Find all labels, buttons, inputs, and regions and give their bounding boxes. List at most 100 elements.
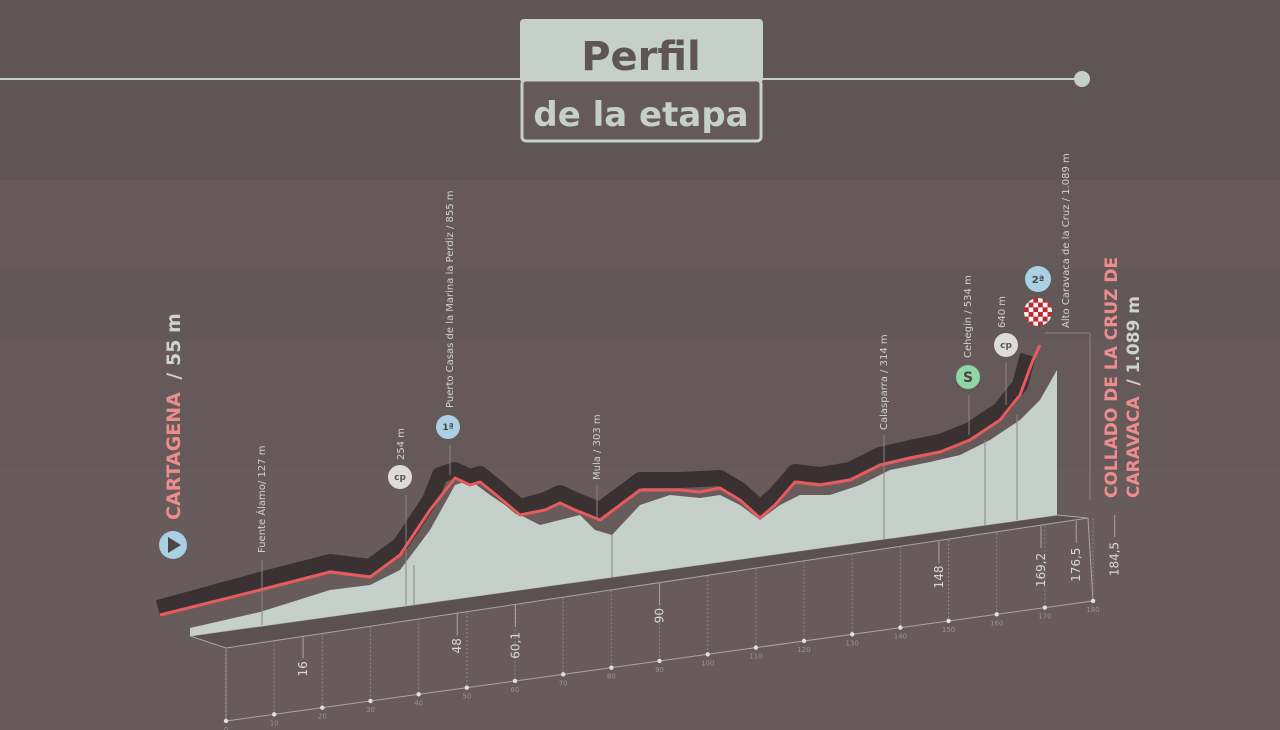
checker-square [1024,316,1029,322]
checker-square [1042,316,1048,322]
axis-edge [1087,517,1094,602]
km-marker-label: 169,2 [1034,553,1048,587]
tick-dot [753,645,759,650]
tick-label: 130 [846,639,859,647]
tick-dot [416,692,421,697]
cp-sprint-icon: cp [388,465,412,489]
route-shadow [155,352,1036,616]
checker-square [1028,307,1034,313]
tick-dot [994,612,999,617]
svg-text:1ª: 1ª [442,423,453,433]
point-label: 254 m [396,428,407,460]
tick-label: 20 [318,713,327,721]
finish-flag-icon [1024,298,1052,326]
elevation-silhouette [190,370,1057,636]
tick-label: 140 [894,633,907,641]
point-label: Fuente Álamo/ 127 m [255,446,268,553]
tick-group: 0 10 20 30 40 50 60 70 80 90 100 110 120 130 140 150 160… [224,518,1100,730]
km-marker-label: 148 [932,566,946,589]
point-label: Puerto Casas de la Marina la Perdiz / 85… [445,190,456,408]
tick-dot [801,638,807,644]
km-marker-label: 176,5 [1069,548,1083,582]
km-marker-label: 184,5 [1108,542,1122,576]
tick-dot [898,625,903,630]
point-label: 640 m [997,296,1008,328]
checker-square [1028,302,1034,308]
tick-label: 160 [990,619,1003,627]
tick-dot [223,718,229,724]
start-marker: CARTAGENA / 55 m [159,313,187,559]
checker-square [1047,312,1052,317]
checker-square [1033,302,1039,308]
tick-dot [1090,598,1096,604]
background-band [0,270,1280,340]
checker-square [1033,307,1039,313]
km-marker-label: 48 [450,638,464,653]
tick-label: 50 [462,693,471,701]
start-elevation: / 55 m [163,313,185,379]
tick-label: 70 [559,679,568,687]
tick-dot [850,632,855,637]
sprint-icon: S [956,365,980,389]
finish-name-line1: COLLADO DE LA CRUZ DE [1102,257,1122,498]
tick-dot [512,678,518,684]
tick-label: 110 [749,653,762,661]
finish-elevation: / 1.089 m [1124,296,1144,386]
point-label: Mula / 303 m [592,414,603,480]
header-rule-dot [1074,71,1090,87]
start-name: CARTAGENA [163,392,185,520]
checker-square [1028,312,1034,317]
point-label: Calasparra / 314 m [879,334,890,430]
tick-label: 10 [270,719,279,727]
checker-square [1038,321,1043,326]
point-label: Cehegín / 534 m [962,275,974,358]
checker-square [1024,312,1029,317]
tick-dot [464,685,470,690]
page-subtitle: de la etapa [533,95,748,135]
checker-square [1042,302,1048,308]
checker-square [1038,312,1043,317]
checker-square [1042,321,1048,326]
tick-label: 40 [414,699,423,707]
checker-square [1047,321,1052,326]
checker-square [1024,321,1029,326]
cp-sprint-icon: cp [994,333,1018,357]
tick-label: 100 [701,659,714,667]
checker-square [1038,302,1043,308]
tick-label: 120 [797,646,810,654]
tick-label: 180 [1086,606,1099,614]
km-marker-label: 60,1 [509,632,523,659]
tick-label: 170 [1038,613,1051,621]
checker-square [1028,316,1034,322]
svg-text:cp: cp [394,473,406,483]
tick-label: 150 [942,626,955,634]
svg-text:CARTAGENA / 55 m: CARTAGENA / 55 m [163,313,185,520]
tick-label: 0 [224,726,228,730]
finish-name-line2: CARAVACA [1124,396,1144,498]
tick-dot [560,672,566,677]
checker-square [1042,298,1048,303]
tick-dot [320,705,325,710]
1st-category-climb-icon: 1ª [436,415,460,439]
svg-text:S: S [963,370,973,386]
svg-text:2ª: 2ª [1032,275,1045,286]
tick-dot [1042,605,1048,610]
2nd-category-climb-icon: 2ª [1025,266,1051,292]
checker-square [1028,321,1034,326]
tick-dot [609,665,614,670]
checker-square [1024,298,1029,303]
checker-square [1047,316,1052,322]
tick-dot [946,618,951,624]
checker-square [1033,321,1039,326]
tick-dot [705,652,710,657]
checker-square [1047,302,1052,308]
svg-text:cp: cp [1000,341,1012,351]
checker-square [1024,302,1029,308]
tick-label: 60 [511,686,520,694]
checker-square [1038,307,1043,313]
tick-label: 90 [655,666,664,674]
checker-square [1042,307,1048,313]
checker-square [1033,312,1039,317]
finish-label: COLLADO DE LA CRUZ DE CARAVACA / 1.089 m [1102,257,1144,498]
